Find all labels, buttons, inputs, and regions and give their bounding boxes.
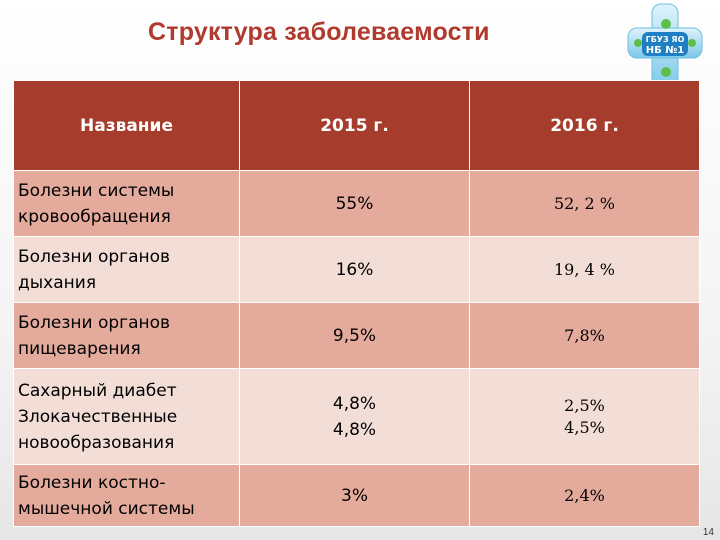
cell-line: Болезни костно- bbox=[18, 472, 166, 493]
cell-line: кровообращения bbox=[18, 206, 171, 227]
value-2016-cell: 19, 4 % bbox=[469, 236, 700, 303]
cell-line: 4,8% bbox=[332, 419, 377, 440]
cell-line: 3% bbox=[341, 485, 368, 506]
value-2015-cell: 9,5% bbox=[239, 302, 470, 369]
cell-line: 2,4% bbox=[564, 485, 605, 505]
cell-line: дыхания bbox=[18, 272, 97, 293]
cell-line: 55% bbox=[335, 193, 374, 214]
table-row: Болезни костно-мышечной системы 3% 2,4% bbox=[13, 464, 700, 527]
medical-cross-icon: ГБУЗ ЯО НБ №1 bbox=[627, 3, 703, 91]
cell-line: 9,5% bbox=[332, 325, 377, 346]
hospital-logo: ГБУЗ ЯО НБ №1 bbox=[626, 2, 704, 92]
logo-line-1: ГБУЗ ЯО bbox=[646, 35, 685, 44]
cell-line: Болезни органов bbox=[18, 246, 171, 267]
cell-line: 52, 2 % bbox=[554, 193, 615, 213]
cell-line: Сахарный диабет bbox=[18, 380, 177, 401]
cell-line: пищеварения bbox=[18, 338, 141, 359]
cell-line: 4,8% bbox=[332, 393, 377, 414]
table-row: Болезни органов пищеварения 9,5% 7,8% bbox=[13, 302, 700, 369]
slide-title: Структура заболеваемости bbox=[148, 18, 490, 46]
value-2015-cell: 55% bbox=[239, 170, 470, 237]
value-2016-cell: 52, 2 % bbox=[469, 170, 700, 237]
cell-line: Болезни системы bbox=[18, 180, 175, 201]
value-2015-cell: 16% bbox=[239, 236, 470, 303]
cell-line: 7,8% bbox=[564, 325, 605, 345]
morbidity-table: Название 2015 г. 2016 г. Болезни системы… bbox=[13, 80, 700, 527]
header-2015: 2015 г. bbox=[239, 80, 470, 171]
cell-line: 2,5% bbox=[564, 395, 605, 415]
row-name-cell: Болезни органов пищеварения bbox=[13, 302, 240, 369]
value-2016-cell: 7,8% bbox=[469, 302, 700, 369]
page-number: 14 bbox=[702, 527, 714, 538]
cell-line: Злокачественные bbox=[18, 406, 178, 427]
table-header-row: Название 2015 г. 2016 г. bbox=[13, 80, 700, 171]
value-2016-cell: 2,4% bbox=[469, 464, 700, 527]
logo-line-2: НБ №1 bbox=[646, 45, 685, 56]
table-row: Болезни системы кровообращения 55% 52, 2 % bbox=[13, 170, 700, 237]
header-2016: 2016 г. bbox=[469, 80, 700, 171]
row-name-cell: Болезни системы кровообращения bbox=[13, 170, 240, 237]
cell-line: 19, 4 % bbox=[554, 259, 615, 279]
cell-line: мышечной системы bbox=[18, 498, 195, 519]
table-row: Болезни органов дыхания 16% 19, 4 % bbox=[13, 236, 700, 303]
cell-line: 16% bbox=[335, 259, 374, 280]
cell-line: новообразования bbox=[18, 432, 175, 453]
value-2016-cell: 2,5% 4,5% bbox=[469, 368, 700, 465]
header-name: Название bbox=[13, 80, 240, 171]
row-name-cell: Болезни органов дыхания bbox=[13, 236, 240, 303]
row-name-cell: Сахарный диабет Злокачественные новообразо… bbox=[13, 368, 240, 465]
table-row: Сахарный диабет Злокачественные новообразо… bbox=[13, 368, 700, 465]
cell-line: 4,5% bbox=[564, 417, 605, 437]
value-2015-cell: 3% bbox=[239, 464, 470, 527]
value-2015-cell: 4,8% 4,8% bbox=[239, 368, 470, 465]
row-name-cell: Болезни костно-мышечной системы bbox=[13, 464, 240, 527]
cell-line: Болезни органов bbox=[18, 312, 171, 333]
